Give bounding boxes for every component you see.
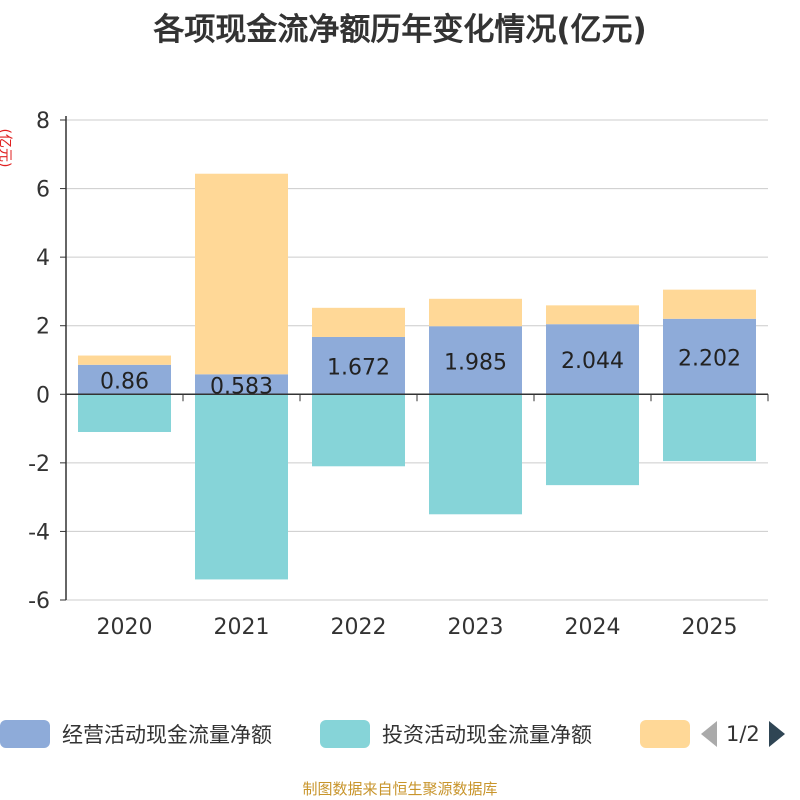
data-label: 1.985 bbox=[444, 350, 507, 375]
y-tick-label: 4 bbox=[36, 246, 50, 271]
y-tick-label: 8 bbox=[36, 109, 50, 134]
x-tick-label: 2023 bbox=[448, 615, 504, 640]
y-tick-label: 6 bbox=[36, 178, 50, 203]
y-tick-label: -6 bbox=[28, 589, 50, 614]
y-tick-label: 2 bbox=[36, 315, 50, 340]
bar-series-2 bbox=[429, 298, 522, 327]
bar-series-1 bbox=[312, 394, 405, 467]
source-footer: 制图数据来自恒生聚源数据库 bbox=[302, 780, 498, 798]
bar-series-1 bbox=[546, 394, 639, 486]
bar-series-1 bbox=[195, 394, 288, 580]
bar-series-0 bbox=[312, 336, 405, 395]
chart-title: 各项现金流净额历年变化情况(亿元) bbox=[153, 12, 647, 48]
x-tick-label: 2024 bbox=[565, 615, 621, 640]
bar-series-2 bbox=[195, 173, 288, 375]
x-tick-label: 2022 bbox=[331, 615, 387, 640]
bar-series-0 bbox=[429, 326, 522, 395]
bar-series-2 bbox=[663, 289, 756, 319]
legend-pager: 1/2 bbox=[700, 714, 786, 754]
legend-item-financing[interactable] bbox=[640, 714, 690, 754]
bar-series-0 bbox=[195, 374, 288, 395]
legend-swatch-operating bbox=[0, 720, 50, 748]
legend-swatch-investing bbox=[320, 720, 370, 748]
bar-series-0 bbox=[663, 318, 756, 395]
data-label: 2.044 bbox=[561, 349, 624, 374]
x-tick-label: 2021 bbox=[214, 615, 270, 640]
x-tick-label: 2020 bbox=[97, 615, 153, 640]
data-label: 2.202 bbox=[678, 347, 741, 372]
data-label: 1.672 bbox=[327, 356, 390, 381]
bar-series-1 bbox=[663, 394, 756, 462]
bar-series-0 bbox=[78, 364, 171, 395]
bar-series-0 bbox=[546, 324, 639, 395]
x-tick-label: 2025 bbox=[682, 615, 738, 640]
data-label: 0.86 bbox=[100, 370, 149, 395]
legend: 经营活动现金流量净额 投资活动现金流量净额 1/2 bbox=[0, 714, 800, 754]
bar-series-1 bbox=[78, 394, 171, 432]
legend-label-investing: 投资活动现金流量净额 bbox=[382, 723, 592, 747]
y-tick-label: 0 bbox=[36, 383, 50, 408]
pager-prev-icon[interactable] bbox=[700, 720, 718, 748]
bar-series-2 bbox=[312, 307, 405, 337]
legend-label-operating: 经营活动现金流量净额 bbox=[62, 723, 272, 747]
bar-series-1 bbox=[429, 394, 522, 515]
data-label: 0.583 bbox=[210, 374, 273, 399]
bar-series-2 bbox=[78, 355, 171, 365]
legend-item-operating[interactable]: 经营活动现金流量净额 bbox=[0, 714, 272, 754]
y-tick-label: -2 bbox=[28, 452, 50, 477]
pager-next-icon[interactable] bbox=[768, 720, 786, 748]
legend-item-investing[interactable]: 投资活动现金流量净额 bbox=[320, 714, 592, 754]
pager-page-text: 1/2 bbox=[726, 722, 760, 746]
y-tick-label: -4 bbox=[28, 520, 50, 545]
legend-swatch-financing bbox=[640, 720, 690, 748]
bar-series-2 bbox=[546, 305, 639, 325]
